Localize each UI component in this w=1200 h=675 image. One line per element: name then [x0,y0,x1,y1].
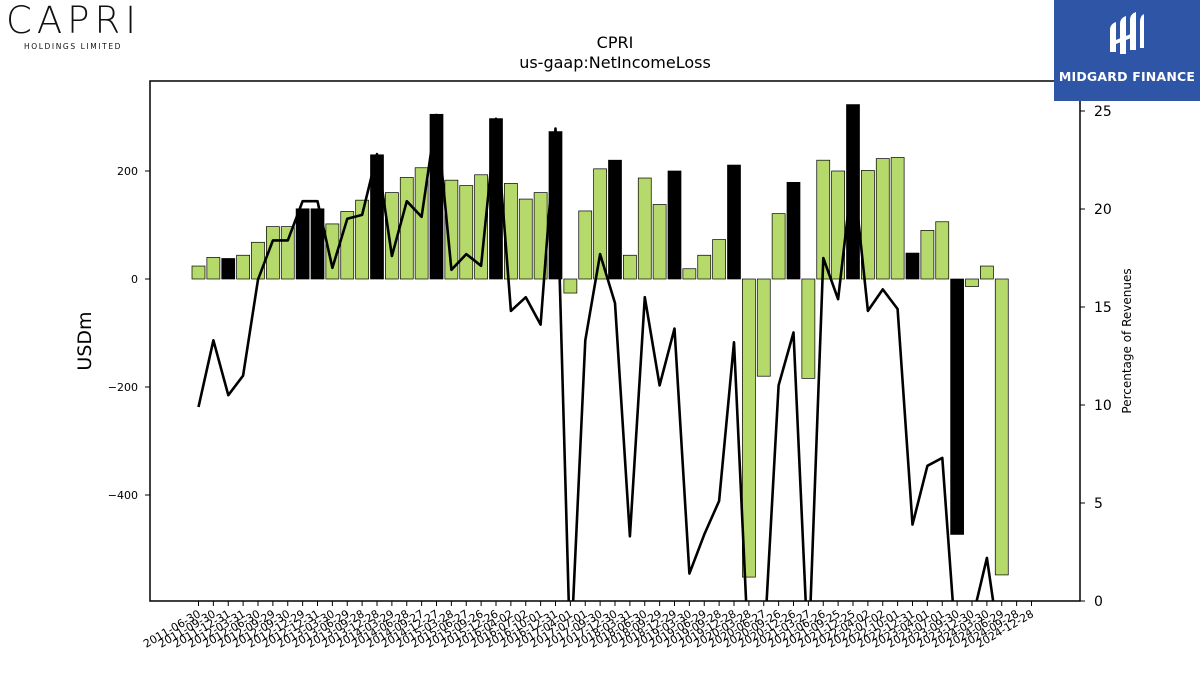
midgard-logo-label: MIDGARD FINANCE [1058,69,1196,84]
bar [801,278,816,379]
capri-logo-name: CAPRI [6,0,142,42]
y-tick-label: 0 [131,273,138,286]
bar-series [191,104,1009,578]
y-tick-label: −200 [108,381,138,394]
bar [355,199,369,280]
y-tick-label: −400 [108,489,138,502]
y-tick-label: 200 [117,165,138,178]
midgard-finance-logo: MIDGARD FINANCE [1054,0,1200,101]
bar [578,210,593,280]
y2-axis-label: Percentage of Revenues [1120,268,1134,413]
y2-tick-label: 10 [1094,398,1112,414]
bar [861,170,875,280]
bar [846,104,860,280]
bar [771,213,786,280]
bar [489,118,503,280]
chart-subtitle: us-gaap:NetIncomeLoss [519,53,711,72]
plot-frame [149,80,1081,602]
bar [935,221,950,280]
bar [206,257,221,280]
bar [682,268,697,280]
bar [980,265,994,280]
bar [905,252,920,280]
bar [593,168,607,280]
bar [965,278,979,287]
bar [652,204,667,280]
bar [920,230,935,280]
bar [295,208,310,280]
bar [697,254,712,280]
y2-tick-label: 5 [1094,496,1103,512]
bar [831,170,845,280]
bar [221,258,236,280]
bar [875,158,890,280]
bar [712,239,726,280]
y2-tick-label: 20 [1094,202,1112,218]
bar [474,174,488,280]
bar [399,177,414,280]
bar [444,179,459,280]
bar [608,159,622,280]
y2-tick-label: 0 [1094,594,1103,610]
bar [786,181,801,280]
bar [280,226,295,280]
bar [236,254,250,280]
y2-tick-label: 15 [1094,300,1112,316]
bar [727,164,741,280]
bar [325,223,340,280]
bar [623,254,637,280]
y2-tick-label: 25 [1094,104,1112,120]
bar [563,278,578,294]
midgard-mark-icon [1110,12,1144,54]
pct-revenue-line [197,113,995,601]
bar [251,241,265,280]
capri-logo-subtitle: HOLDINGS LIMITED [24,42,123,51]
line-series [197,113,995,601]
right-axis-ticks: 0 5 10 15 20 25 [1080,104,1112,610]
bar [742,278,756,578]
x-axis-ticks: 2011-06-302011-09-302011-12-312012-03-31… [141,601,1036,651]
bar [191,265,206,280]
y-axis-label: USDm [74,311,96,370]
bar [459,185,474,280]
bar [950,278,964,535]
left-axis-ticks: −400 −200 0 200 [108,165,150,502]
bar [994,278,1009,576]
chart-title: CPRI [597,33,634,52]
bar [310,208,325,280]
bar [518,198,533,280]
bar [890,157,905,280]
bar [756,278,771,377]
bar [637,177,652,280]
bar [667,170,682,280]
capri-logo: CAPRI HOLDINGS LIMITED [6,2,156,54]
